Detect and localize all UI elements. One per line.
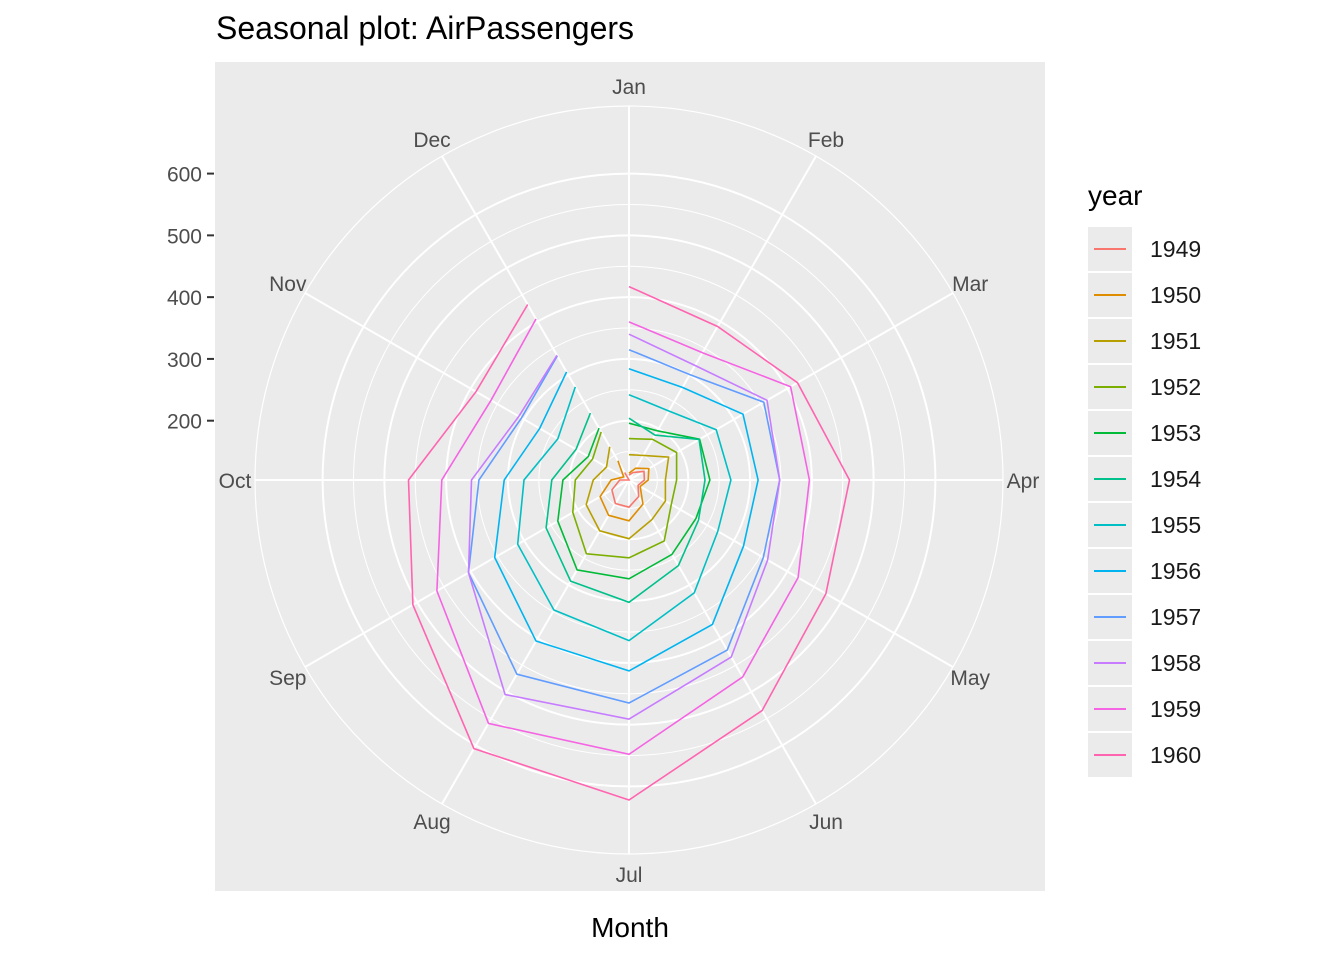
series-line-1959: [436, 318, 811, 756]
legend-label: 1960: [1150, 741, 1202, 768]
series-line-1960: [407, 285, 851, 801]
month-label-aug: Aug: [413, 811, 450, 834]
y-tick-label: 200: [167, 411, 202, 434]
legend-item-1955: 1955: [1088, 502, 1201, 548]
legend-item-1957: 1957: [1088, 594, 1201, 640]
legend-label: 1952: [1150, 373, 1202, 400]
legend-key: [1088, 411, 1132, 455]
legend-key: [1088, 365, 1132, 409]
legend-item-1950: 1950: [1088, 272, 1201, 318]
series-line-1949: [611, 470, 646, 509]
y-tick-label: 400: [167, 287, 202, 310]
month-label-jun: Jun: [809, 811, 843, 834]
legend-label: 1959: [1150, 695, 1202, 722]
legend-item-1958: 1958: [1088, 640, 1201, 686]
series-layer: [407, 285, 851, 801]
grid-spoke-dec: [441, 155, 630, 481]
legend-label: 1956: [1150, 557, 1202, 584]
month-label-may: May: [950, 667, 990, 690]
legend-label: 1950: [1150, 281, 1202, 308]
series-line-1950: [599, 460, 650, 522]
legend-key: [1088, 319, 1132, 363]
month-label-oct: Oct: [219, 470, 252, 493]
legend-label: 1951: [1150, 327, 1202, 354]
legend-key: [1088, 549, 1132, 593]
legend-key: [1088, 641, 1132, 685]
month-label-jul: Jul: [616, 864, 643, 887]
legend-label: 1954: [1150, 465, 1202, 492]
legend-item-1949: 1949: [1088, 226, 1201, 272]
legend-label: 1955: [1150, 511, 1202, 538]
x-axis-title: Month: [591, 912, 669, 943]
legend-title: year: [1088, 180, 1143, 211]
labels-layer: Jan Feb Mar Apr May Jun Jul Aug Sep Oct Nov Dec: [219, 76, 1040, 887]
legend-item-1956: 1956: [1088, 548, 1201, 594]
series-line-1951: [585, 446, 670, 540]
series-line-1952: [571, 431, 678, 559]
series-line-1954: [545, 412, 706, 604]
grid-spoke-nov: [304, 292, 630, 481]
month-label-dec: Dec: [413, 129, 450, 152]
legend-key: [1088, 273, 1132, 317]
series-line-1955: [516, 386, 732, 642]
y-tick-label: 600: [167, 164, 202, 187]
legend-key: [1088, 227, 1132, 271]
series-line-1958: [467, 333, 781, 720]
legend-item-1953: 1953: [1088, 410, 1201, 456]
month-label-nov: Nov: [269, 273, 307, 296]
legend-label: 1949: [1150, 235, 1202, 262]
grid-spoke-aug: [441, 479, 630, 805]
legend-key: [1088, 595, 1132, 639]
legend-key: [1088, 503, 1132, 547]
series-line-1957: [467, 348, 781, 704]
legend-item-1951: 1951: [1088, 318, 1201, 364]
grid-spoke-may: [628, 479, 954, 668]
month-label-sep: Sep: [269, 667, 306, 690]
grid-spoke-sep: [304, 479, 630, 668]
legend-label: 1953: [1150, 419, 1202, 446]
legend: year 1949 1950 1951 1952 1953 1954 1955 1956 195…: [1088, 180, 1201, 778]
month-label-feb: Feb: [808, 129, 844, 152]
legend-item-1954: 1954: [1088, 456, 1201, 502]
chart-title: Seasonal plot: AirPassengers: [216, 10, 635, 46]
legend-item-1959: 1959: [1088, 686, 1201, 732]
legend-label: 1957: [1150, 603, 1202, 630]
y-tick-label: 300: [167, 349, 202, 372]
legend-label: 1958: [1150, 649, 1202, 676]
series-line-1953: [556, 422, 711, 580]
series-line-1956: [493, 368, 759, 672]
month-label-apr: Apr: [1007, 470, 1040, 493]
y-tick-label: 500: [167, 225, 202, 248]
legend-item-1960: 1960: [1088, 732, 1201, 778]
grid-spoke-feb: [628, 155, 817, 481]
legend-items: 1949 1950 1951 1952 1953 1954 1955 1956 1957 1958…: [1088, 226, 1201, 778]
month-label-jan: Jan: [612, 76, 646, 99]
legend-key: [1088, 687, 1132, 731]
legend-key: [1088, 733, 1132, 777]
month-label-mar: Mar: [952, 273, 988, 296]
grid-spoke-jun: [628, 479, 817, 805]
legend-item-1952: 1952: [1088, 364, 1201, 410]
legend-key: [1088, 457, 1132, 501]
y-axis: 200 300 400 500 600: [167, 164, 214, 434]
